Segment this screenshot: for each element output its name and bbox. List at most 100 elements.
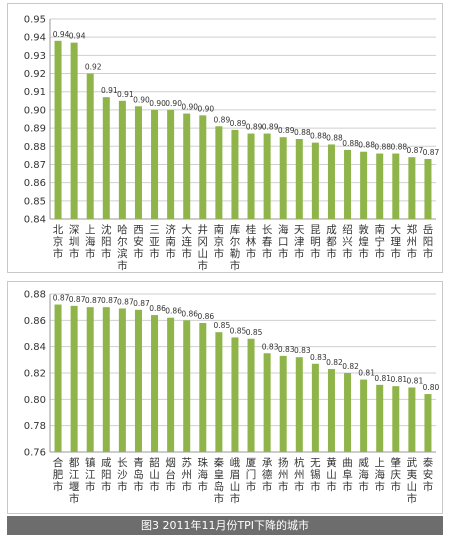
x-tick-label: 库尔勒市 (230, 223, 241, 272)
bar (54, 40, 62, 220)
data-label: 0.90 (181, 103, 198, 112)
data-label: 0.83 (310, 353, 327, 362)
data-label: 0.87 (85, 296, 102, 305)
bar (118, 100, 126, 219)
bar (102, 307, 110, 452)
x-tick-label: 韶山市 (149, 456, 160, 493)
data-label: 0.87 (407, 146, 424, 155)
y-tick-label: 0.84 (24, 215, 46, 226)
bar (311, 142, 319, 219)
data-label: 0.89 (278, 126, 295, 135)
y-tick-label: 0.92 (24, 69, 46, 80)
bar (183, 113, 191, 219)
x-tick-label: 郑州市 (407, 223, 418, 260)
x-tick-label: 秦皇岛市 (214, 456, 225, 505)
bar (102, 97, 110, 219)
x-tick-label: 无锡市 (310, 457, 321, 493)
bar (327, 369, 335, 452)
y-tick-label: 0.86 (24, 178, 46, 189)
data-label: 0.86 (181, 309, 198, 318)
x-tick-label: 敦煌市 (358, 223, 369, 260)
y-tick-label: 0.78 (24, 421, 46, 432)
x-tick-label: 沈阳市 (101, 223, 112, 260)
bar (376, 153, 384, 219)
x-tick-label: 海口市 (278, 223, 289, 260)
bar (360, 151, 368, 219)
bar (263, 353, 271, 452)
y-tick-label: 0.80 (24, 395, 46, 406)
x-tick-label: 扬州市 (278, 456, 289, 493)
x-tick-label: 苏州市 (181, 456, 192, 493)
y-tick-label: 0.85 (24, 196, 46, 207)
data-label: 0.90 (133, 95, 150, 104)
data-label: 0.94 (69, 32, 86, 41)
x-tick-label: 肇庆市 (391, 456, 402, 493)
data-label: 0.91 (101, 86, 118, 95)
data-label: 0.86 (149, 304, 166, 313)
data-label: 0.85 (230, 326, 247, 335)
data-label: 0.85 (246, 328, 263, 337)
x-tick-label: 三亚市 (149, 224, 160, 260)
y-tick-label: 0.76 (24, 448, 46, 459)
x-tick-label: 大连市 (181, 223, 192, 260)
x-tick-label: 深圳市 (69, 224, 80, 260)
x-tick-label: 烟台市 (165, 456, 176, 493)
data-label: 0.83 (262, 342, 279, 351)
bar (70, 305, 78, 452)
x-tick-label: 黄山市 (326, 456, 337, 493)
data-label: 0.87 (117, 297, 134, 306)
bar (344, 149, 352, 219)
y-tick-label: 0.90 (24, 105, 46, 116)
x-tick-label: 承德市 (262, 457, 273, 493)
bar (424, 394, 432, 452)
x-tick-label: 咸阳市 (101, 457, 112, 493)
bar (279, 137, 287, 219)
bar (167, 317, 175, 452)
bar (54, 304, 62, 452)
bar (295, 357, 303, 452)
figure-caption: 图3 2011年11月份TPI下降的城市 (7, 516, 443, 535)
x-tick-label: 长沙市 (117, 457, 128, 493)
bar (376, 384, 384, 452)
y-tick-label: 0.86 (24, 316, 46, 327)
y-tick-label: 0.91 (24, 87, 46, 98)
bar (231, 337, 239, 452)
bar-chart-top: 0.840.850.860.870.880.890.900.910.920.93… (24, 15, 440, 273)
bar (70, 42, 78, 219)
data-label: 0.82 (326, 358, 343, 367)
data-label: 0.87 (53, 294, 70, 303)
data-label: 0.89 (246, 123, 263, 132)
bar (167, 109, 175, 219)
bar (295, 139, 303, 219)
x-tick-label: 绍兴市 (342, 223, 353, 260)
data-label: 0.83 (278, 345, 295, 354)
y-tick-label: 0.82 (24, 369, 46, 380)
x-tick-label: 武夷山市 (407, 456, 418, 505)
bar (408, 157, 416, 219)
x-tick-label: 井冈山市 (198, 223, 209, 272)
bar (151, 315, 159, 452)
x-tick-label: 南宁市 (374, 223, 385, 260)
data-label: 0.90 (197, 104, 214, 113)
data-label: 0.87 (423, 148, 440, 157)
bar (327, 144, 335, 219)
x-tick-label: 厦门市 (246, 457, 257, 493)
x-tick-label: 泰安市 (423, 456, 434, 493)
data-label: 0.81 (374, 374, 391, 383)
data-label: 0.88 (390, 143, 407, 152)
bar (424, 159, 432, 219)
data-label: 0.87 (69, 295, 86, 304)
y-tick-label: 0.88 (24, 142, 46, 153)
x-tick-label: 威海市 (358, 456, 369, 493)
bar (263, 133, 271, 219)
x-tick-label: 曲阜市 (342, 457, 353, 493)
bar (247, 133, 255, 219)
x-tick-label: 峨眉山市 (230, 457, 241, 505)
data-label: 0.88 (358, 141, 375, 150)
data-label: 0.88 (310, 132, 327, 141)
data-label: 0.81 (407, 376, 424, 385)
x-tick-label: 合肥市 (53, 456, 64, 493)
y-tick-label: 0.93 (24, 51, 46, 62)
x-tick-label: 济南市 (165, 223, 176, 260)
